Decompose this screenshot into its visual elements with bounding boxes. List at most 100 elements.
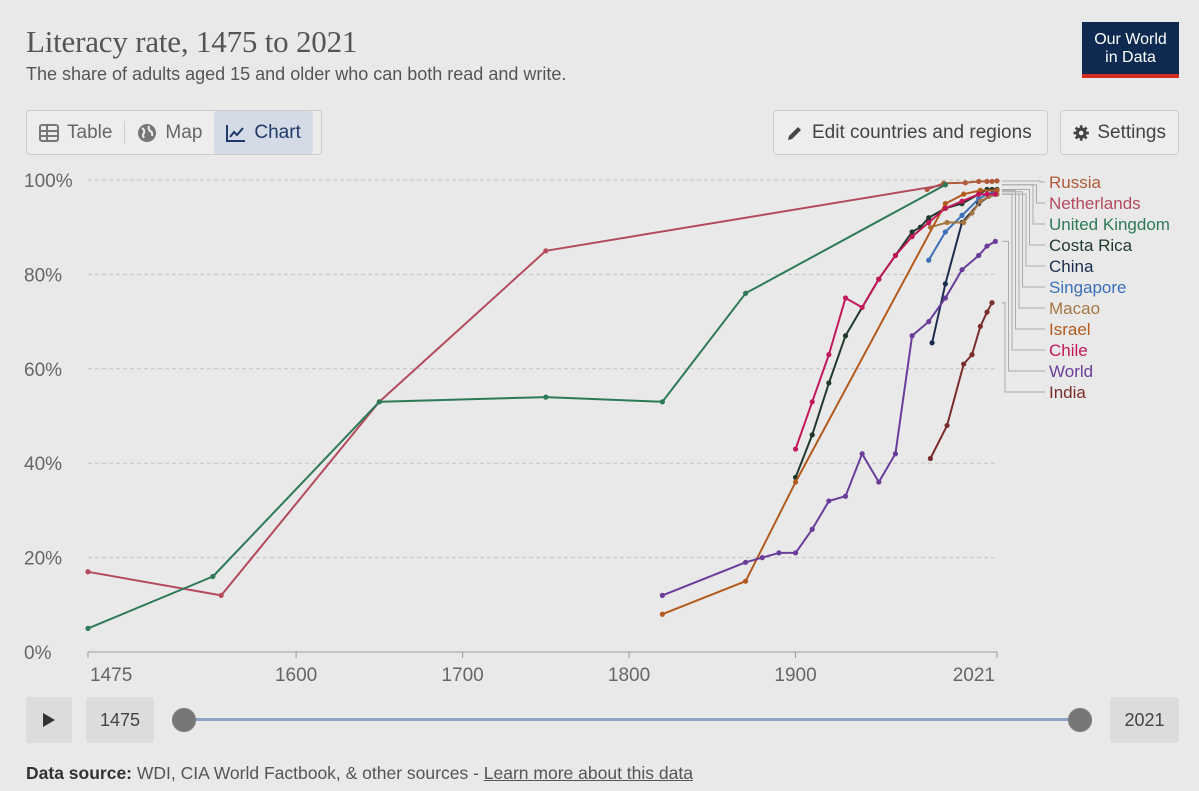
series-line-israel[interactable] [662,189,997,616]
data-point-world[interactable] [859,451,865,457]
data-point-world[interactable] [976,252,982,259]
learn-more-link[interactable]: Learn more about this data [483,763,693,783]
data-point-world[interactable] [959,267,965,273]
data-point-russia[interactable] [989,178,995,185]
data-point-macao[interactable] [977,198,983,204]
data-point-united-kingdom[interactable] [659,399,665,405]
data-point-chile[interactable] [959,198,965,204]
data-point-netherlands[interactable] [85,569,91,575]
legend-label-israel[interactable]: Israel [1049,320,1091,339]
timeline-start-handle[interactable] [172,708,196,732]
data-point-chile[interactable] [792,446,799,452]
data-point-world[interactable] [942,295,948,301]
data-point-israel[interactable] [743,578,749,584]
data-point-united-kingdom[interactable] [743,290,749,296]
data-point-netherlands[interactable] [543,248,549,254]
data-point-united-kingdom[interactable] [543,394,549,400]
data-point-world[interactable] [876,479,882,485]
play-button[interactable] [26,697,72,743]
tab-chart[interactable]: Chart [214,111,313,154]
timeline-start-year[interactable]: 1475 [86,697,154,743]
series-line-costa-rica[interactable] [794,188,997,478]
data-point-chile[interactable] [876,276,882,282]
series-line-chile[interactable] [794,193,996,450]
data-point-macao[interactable] [969,210,975,216]
data-point-chile[interactable] [926,219,932,226]
owid-logo[interactable]: Our World in Data [1082,22,1179,78]
data-point-russia[interactable] [994,178,1000,184]
data-point-world[interactable] [743,559,749,565]
legend-label-russia[interactable]: Russia [1049,173,1102,192]
data-point-costa-rica[interactable] [926,215,932,221]
data-point-world[interactable] [792,550,799,556]
data-point-israel[interactable] [942,201,948,207]
series-india[interactable] [927,300,995,462]
legend-label-world[interactable]: World [1049,362,1093,381]
data-point-india[interactable] [961,361,967,367]
data-point-united-kingdom[interactable] [376,399,382,405]
data-point-world[interactable] [909,333,915,339]
series-line-united-kingdom[interactable] [87,183,946,630]
data-point-singapore[interactable] [926,257,932,263]
data-point-israel[interactable] [659,611,665,617]
data-point-united-kingdom[interactable] [942,182,948,188]
series-united-kingdom[interactable] [85,182,948,632]
data-point-russia[interactable] [976,178,982,185]
data-point-world[interactable] [892,451,899,457]
data-point-netherlands[interactable] [218,592,224,598]
data-point-china[interactable] [929,340,935,346]
legend-label-chile[interactable]: Chile [1049,341,1088,360]
data-point-chile[interactable] [859,304,865,311]
data-point-china[interactable] [942,281,948,287]
data-point-chile[interactable] [984,191,990,197]
data-point-costa-rica[interactable] [909,229,915,235]
legend-label-costa-rica[interactable]: Costa Rica [1049,236,1133,255]
data-point-macao[interactable] [961,219,967,226]
data-point-chile[interactable] [892,252,899,259]
data-point-india[interactable] [969,352,975,358]
timeline-end-year[interactable]: 2021 [1110,697,1179,743]
legend-label-united-kingdom[interactable]: United Kingdom [1049,215,1170,234]
data-point-chile[interactable] [826,352,832,358]
data-point-costa-rica[interactable] [842,333,849,339]
data-point-united-kingdom[interactable] [85,625,91,632]
settings-button[interactable]: Settings [1060,110,1179,155]
series-costa-rica[interactable] [792,186,1000,480]
data-point-israel[interactable] [961,191,967,197]
tab-map[interactable]: Map [125,111,214,154]
data-point-world[interactable] [809,526,815,532]
data-point-russia[interactable] [984,178,990,185]
data-point-india[interactable] [984,309,990,315]
data-point-israel[interactable] [792,479,799,485]
data-point-chile[interactable] [976,191,982,197]
legend-label-china[interactable]: China [1049,257,1094,276]
data-point-singapore[interactable] [942,229,948,235]
data-point-macao[interactable] [944,219,950,226]
series-netherlands[interactable] [85,182,948,598]
data-point-russia[interactable] [962,180,968,186]
series-israel[interactable] [659,187,1000,617]
series-line-world[interactable] [662,240,996,597]
tab-table[interactable]: Table [27,111,124,154]
data-point-singapore[interactable] [959,212,965,218]
data-point-world[interactable] [659,592,665,598]
data-point-world[interactable] [826,498,832,504]
data-point-costa-rica[interactable] [809,432,815,438]
data-point-world[interactable] [992,238,998,244]
data-point-chile[interactable] [809,399,815,405]
data-point-world[interactable] [984,243,990,249]
data-point-united-kingdom[interactable] [210,573,216,580]
data-point-world[interactable] [842,493,849,499]
timeline-track[interactable] [184,718,1080,721]
data-point-world[interactable] [776,550,782,556]
edit-countries-button[interactable]: Edit countries and regions [773,110,1048,155]
data-point-costa-rica[interactable] [826,380,832,386]
legend-label-netherlands[interactable]: Netherlands [1049,194,1141,213]
data-point-india[interactable] [977,323,983,329]
legend-label-singapore[interactable]: Singapore [1049,278,1127,297]
data-point-chile[interactable] [909,234,915,240]
timeline-end-handle[interactable] [1068,708,1092,732]
series-world[interactable] [659,238,998,598]
data-point-world[interactable] [926,319,932,325]
series-chile[interactable] [792,191,998,452]
